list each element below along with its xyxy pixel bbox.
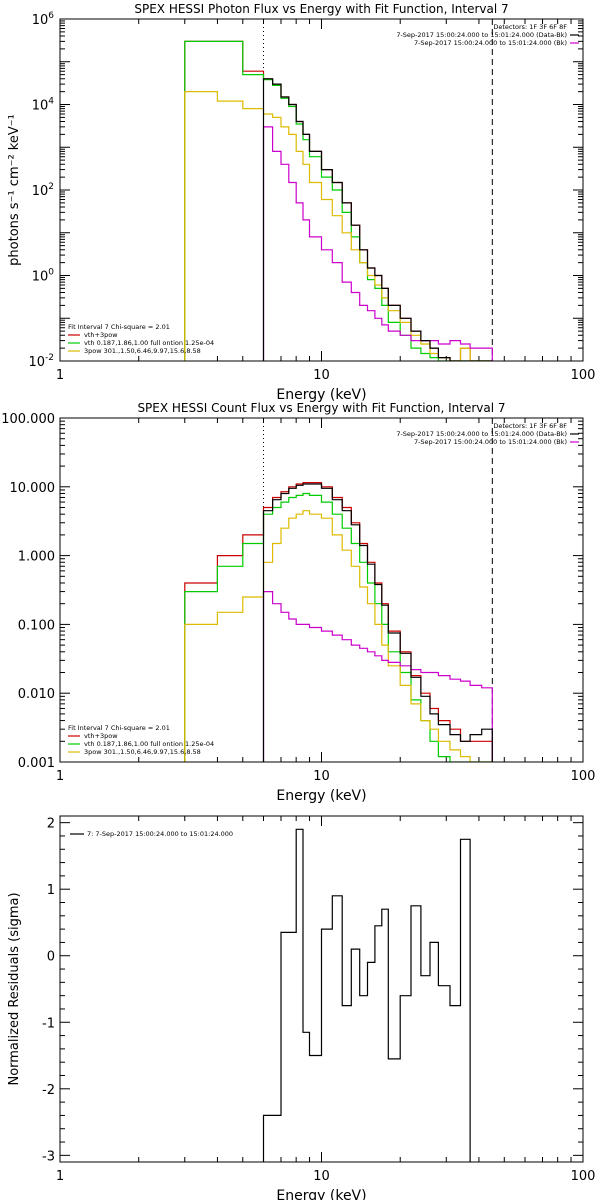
series-line-1 bbox=[262, 828, 471, 1162]
x-axis-label: Energy (keV) bbox=[276, 788, 366, 804]
y-tick-label: 0 bbox=[47, 950, 55, 965]
legend-entry: Detectors: 1F 3F 6F 8F bbox=[493, 422, 567, 430]
legend-entry: vth 0.187,1.86,1.00 full ontion 1.25e-04 bbox=[84, 339, 214, 347]
legend-entry: 7-Sep-2017 15:00:24.000 to 15:01:24.000 … bbox=[414, 39, 567, 47]
x-tick-label: 1 bbox=[56, 1169, 64, 1184]
y-tick-label: 1 bbox=[47, 883, 55, 898]
x-tick-label: 100 bbox=[571, 1169, 596, 1184]
series-line-2 bbox=[184, 492, 493, 762]
y-tick-label: -1 bbox=[42, 1016, 55, 1031]
legend-entry: 7: 7-Sep-2017 15:00:24.000 to 15:01:24.0… bbox=[87, 830, 233, 838]
x-tick-label: 10 bbox=[313, 368, 330, 383]
series-line-5 bbox=[262, 483, 493, 762]
x-tick-label: 1 bbox=[56, 769, 64, 784]
x-tick-label: 100 bbox=[571, 769, 596, 784]
legend-entry: 7-Sep-2017 15:00:24.000 to 15:01:24.000 … bbox=[396, 31, 567, 39]
legend-entry: vth 0.187,1.86,1.00 full ontion 1.25e-04 bbox=[84, 740, 214, 748]
legend-entry: 3pow 301.,1.50,6.46,9.97,15.6,8.58 bbox=[84, 748, 201, 756]
plot-frame bbox=[59, 417, 584, 763]
x-tick-label: 1 bbox=[56, 368, 64, 383]
y-tick-label: 100.000 bbox=[1, 412, 55, 427]
chart-2: SPEX HESSI Count Flux vs Energy with Fit… bbox=[1, 401, 595, 804]
x-tick-label: 10 bbox=[313, 1169, 330, 1184]
x-axis-label: Energy (keV) bbox=[276, 387, 366, 403]
y-tick-label: 104 bbox=[32, 97, 55, 114]
x-axis-label: Energy (keV) bbox=[276, 1188, 366, 1200]
series-line-2 bbox=[184, 40, 493, 361]
y-tick-label: 2 bbox=[47, 817, 55, 832]
plot-area bbox=[262, 828, 471, 1162]
series-line-1 bbox=[184, 40, 493, 361]
legend-entry: vth+3pow bbox=[84, 331, 118, 339]
legend-entry: vth+3pow bbox=[84, 732, 118, 740]
y-tick-label: 100 bbox=[32, 268, 55, 285]
plot-frame bbox=[59, 18, 584, 362]
x-tick-label: 100 bbox=[571, 368, 596, 383]
legend-entry: Fit Interval 7 Chi-square = 2.01 bbox=[68, 724, 170, 732]
chart-title: SPEX HESSI Count Flux vs Energy with Fit… bbox=[137, 401, 505, 415]
plot-frame bbox=[59, 815, 584, 1163]
x-tick-label: 10 bbox=[313, 769, 330, 784]
legend-entry: 3pow 301.,1.50,6.46,9.97,15.6,8.58 bbox=[84, 347, 201, 355]
series-line-3 bbox=[184, 510, 493, 762]
legend-entry: Detectors: 1F 3F 6F 8F bbox=[493, 23, 567, 31]
plot-area bbox=[184, 482, 493, 762]
y-tick-label: -3 bbox=[42, 1149, 55, 1164]
legend-entry: Fit Interval 7 Chi-square = 2.01 bbox=[68, 323, 170, 331]
y-tick-label: 10-2 bbox=[28, 353, 54, 370]
legend-entry: 7-Sep-2017 15:00:24.000 to 15:01:24.000 … bbox=[414, 438, 567, 446]
chart-3: 1 10 100 Energy (keV) -3 -2 -1 0 1 2 Normalized Re… bbox=[7, 815, 596, 1200]
chart-1: SPEX HESSI Photon Flux vs Energy with Fi… bbox=[7, 2, 595, 403]
plot-area bbox=[184, 40, 493, 361]
chart-title: SPEX HESSI Photon Flux vs Energy with Fi… bbox=[134, 2, 508, 16]
series-line-1 bbox=[184, 482, 493, 762]
y-tick-label: 10.000 bbox=[10, 481, 56, 496]
series-line-3 bbox=[184, 91, 493, 361]
y-axis-label: Normalized Residuals (sigma) bbox=[7, 892, 22, 1085]
y-tick-label: -2 bbox=[42, 1083, 55, 1098]
y-tick-label: 106 bbox=[32, 11, 55, 28]
y-tick-label: 0.010 bbox=[18, 687, 55, 702]
y-tick-label: 0.001 bbox=[18, 756, 55, 771]
series-line-4 bbox=[262, 126, 493, 361]
legend-entry: 7-Sep-2017 15:00:24.000 to 15:01:24.000 … bbox=[396, 430, 567, 438]
y-axis-label: photons s⁻¹ cm⁻² keV⁻¹ bbox=[7, 114, 22, 266]
y-tick-label: 0.100 bbox=[18, 618, 55, 633]
series-line-5 bbox=[262, 78, 493, 361]
series-line-4 bbox=[262, 591, 493, 762]
y-tick-label: 102 bbox=[32, 182, 54, 199]
y-tick-label: 1.000 bbox=[18, 550, 55, 565]
